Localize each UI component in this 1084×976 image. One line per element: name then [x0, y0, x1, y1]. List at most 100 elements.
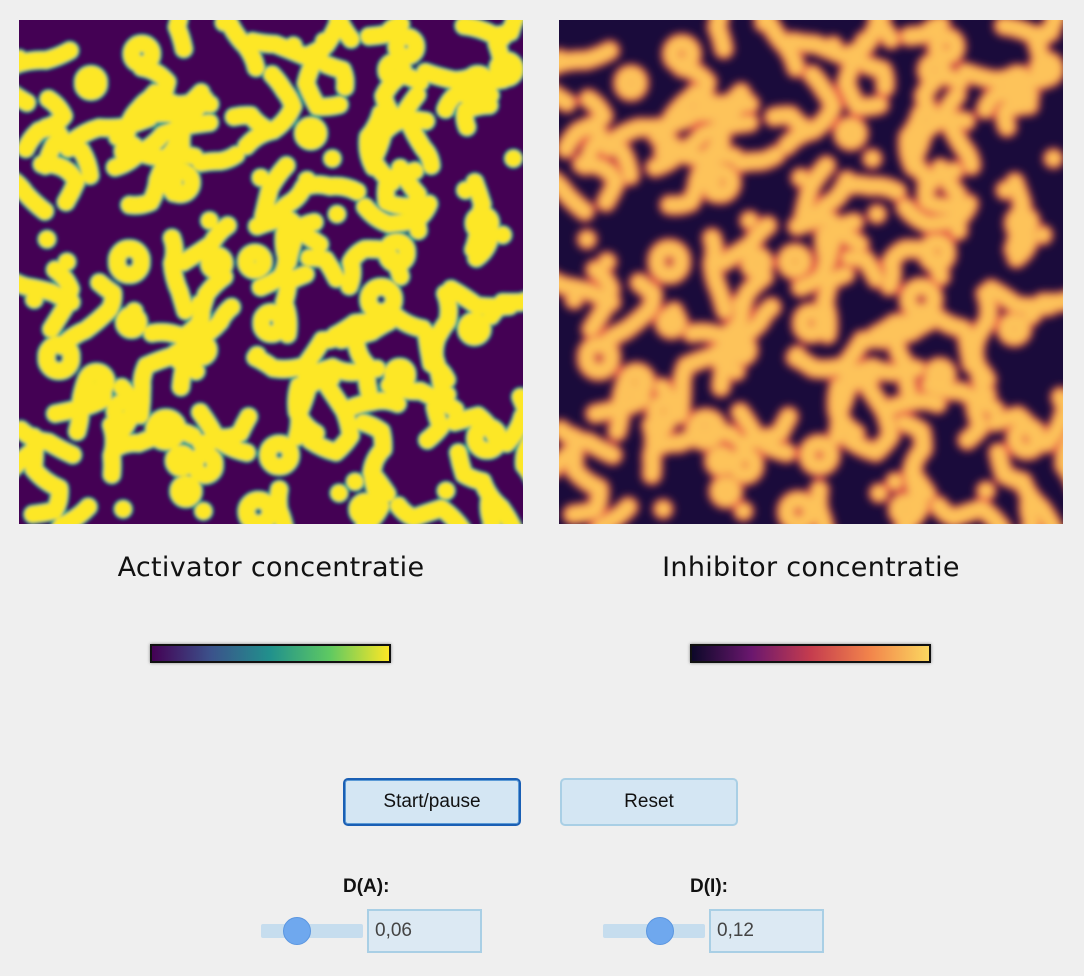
pattern-stroke [109, 240, 150, 283]
pattern-stroke [871, 20, 899, 47]
pattern-stroke [165, 445, 197, 476]
pattern-stroke [559, 121, 616, 156]
pattern-stroke [483, 293, 523, 325]
start-pause-button[interactable]: Start/pause [343, 778, 521, 826]
pattern-stroke [249, 210, 328, 253]
pattern-stroke [467, 418, 507, 459]
pattern-stroke [259, 435, 299, 475]
pattern-stroke [364, 86, 426, 191]
pattern-stroke [839, 34, 887, 114]
pattern-stroke [19, 120, 77, 157]
pattern-stroke [301, 249, 345, 287]
pattern-stroke [811, 482, 831, 524]
pattern-stroke [318, 56, 354, 96]
pattern-stroke [922, 378, 1003, 417]
diffusion-i-slider-thumb[interactable] [646, 917, 674, 945]
activator-concentration-canvas [19, 20, 523, 524]
pattern-stroke [349, 493, 381, 524]
pattern-stroke [480, 490, 501, 524]
pattern-stroke [594, 499, 636, 524]
pattern-stroke [175, 217, 236, 271]
pattern-stroke [253, 304, 289, 342]
pattern-stroke [647, 395, 681, 428]
pattern-stroke [252, 225, 295, 296]
pattern-stroke [247, 326, 350, 378]
pattern-stroke [805, 177, 905, 225]
pattern-stroke [356, 456, 390, 524]
pattern-stroke [327, 306, 431, 344]
pattern-stroke [360, 20, 409, 45]
pattern-stroke [238, 244, 272, 279]
pattern-stroke [595, 275, 661, 354]
activator-colorbar [150, 644, 391, 663]
pattern-stroke [779, 493, 818, 524]
pattern-stroke [959, 326, 994, 387]
pattern-stroke [925, 360, 954, 391]
pattern-stroke [559, 43, 617, 71]
pattern-stroke [716, 218, 775, 270]
pattern-stroke [297, 359, 385, 382]
pattern-stroke [711, 476, 741, 506]
diffusion-a-slider-track[interactable] [261, 924, 363, 938]
pattern-stroke [264, 176, 366, 226]
pattern-stroke [468, 220, 498, 267]
pattern-stroke [960, 387, 995, 448]
pattern-stroke [733, 405, 794, 460]
pattern-stroke [384, 359, 415, 392]
pattern-stroke [498, 403, 523, 452]
diffusion-i-value-field[interactable]: 0,12 [709, 909, 824, 953]
pattern-stroke [43, 261, 79, 338]
pattern-stroke [169, 20, 192, 57]
pattern-stroke [187, 446, 223, 484]
pattern-stroke [610, 372, 634, 439]
pattern-stroke [270, 481, 292, 524]
pattern-stroke [859, 57, 893, 95]
pattern-stroke [418, 325, 455, 388]
pattern-stroke [704, 91, 752, 201]
pattern-stroke [19, 88, 35, 111]
inhibitor-colorbar [690, 644, 931, 663]
inhibitor-pattern [559, 20, 1063, 524]
pattern-stroke [584, 262, 618, 337]
pattern-stroke [489, 52, 523, 86]
inhibitor-concentration-canvas [559, 20, 1063, 524]
pattern-stroke [456, 97, 498, 135]
pattern-stroke [588, 367, 651, 421]
pattern-stroke [559, 89, 574, 110]
pattern-stroke [905, 87, 965, 190]
pattern-stroke [882, 242, 948, 294]
pattern-stroke [842, 250, 884, 286]
pattern-stroke [450, 444, 521, 524]
pattern-stroke [565, 429, 607, 522]
inhibitor-title: Inhibitor concentratie [662, 552, 960, 583]
reset-button[interactable]: Reset [560, 778, 738, 826]
pattern-stroke [868, 307, 970, 343]
pattern-stroke [706, 446, 736, 475]
activator-pattern [19, 20, 523, 524]
pattern-stroke [1021, 491, 1040, 524]
pattern-stroke [673, 348, 744, 423]
pattern-stroke [648, 424, 741, 456]
pattern-stroke [657, 308, 686, 337]
pattern-stroke [255, 157, 295, 225]
pattern-stroke [890, 494, 920, 524]
pattern-stroke [392, 160, 427, 239]
pattern-stroke [889, 319, 916, 400]
pattern-stroke [838, 360, 924, 381]
pattern-stroke [19, 275, 80, 311]
diffusion-a-value-field[interactable]: 0,06 [367, 909, 482, 953]
pattern-stroke [991, 445, 1059, 524]
pattern-stroke [579, 337, 619, 378]
pattern-stroke [388, 28, 424, 65]
pattern-stroke [655, 137, 684, 166]
pattern-stroke [19, 42, 78, 72]
pattern-stroke [796, 158, 834, 224]
pattern-stroke [54, 274, 122, 355]
pattern-stroke [107, 423, 202, 457]
pattern-stroke [400, 113, 440, 174]
pattern-stroke [884, 393, 945, 415]
pattern-stroke [901, 279, 941, 320]
pattern-stroke [1039, 405, 1063, 451]
pattern-stroke [559, 176, 592, 219]
diffusion-a-slider-thumb[interactable] [283, 917, 311, 945]
